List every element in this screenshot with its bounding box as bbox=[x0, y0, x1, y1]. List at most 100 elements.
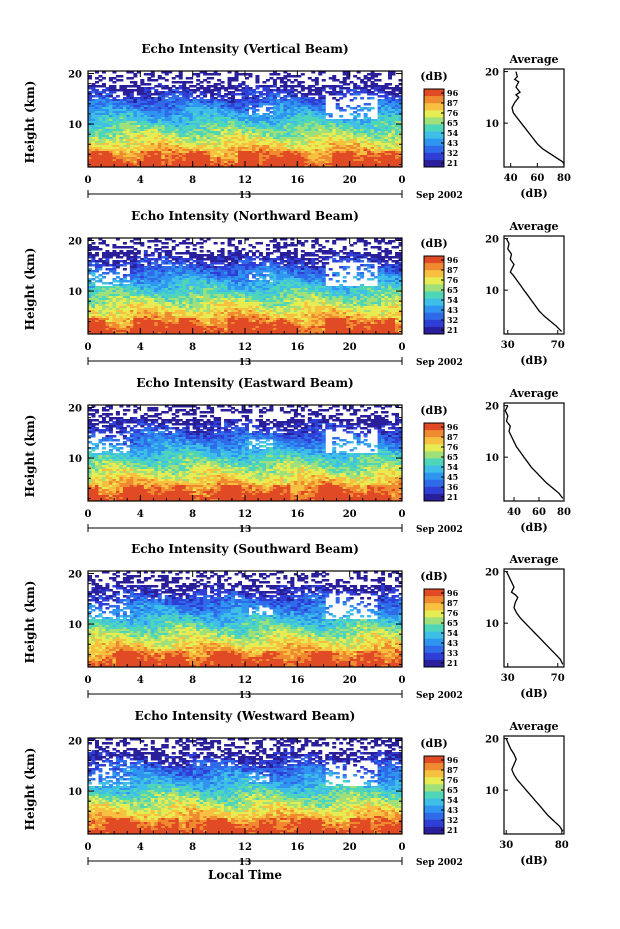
heatmap-cell bbox=[178, 103, 183, 106]
heatmap-cell bbox=[178, 129, 183, 132]
heatmap-cell bbox=[91, 91, 96, 94]
heatmap-cell bbox=[94, 71, 99, 74]
heatmap-cell bbox=[143, 133, 148, 136]
heatmap-cell bbox=[321, 115, 326, 118]
heatmap-cell bbox=[150, 71, 155, 74]
heatmap-cell bbox=[88, 284, 92, 287]
heatmap-cell bbox=[98, 103, 103, 106]
heatmap-cell bbox=[171, 125, 176, 128]
heatmap-cell bbox=[286, 109, 291, 112]
heatmap-cell bbox=[265, 274, 270, 277]
heatmap-cell bbox=[258, 280, 263, 283]
heatmap-cell bbox=[213, 101, 218, 104]
heatmap-cell bbox=[283, 85, 288, 88]
heatmap-cell bbox=[342, 123, 347, 126]
heatmap-cell bbox=[395, 109, 400, 112]
heatmap-cell bbox=[363, 248, 368, 251]
heatmap-cell bbox=[360, 276, 365, 279]
heatmap-cell bbox=[342, 252, 347, 255]
heatmap-cell bbox=[251, 252, 256, 255]
heatmap-cell bbox=[381, 125, 386, 128]
heatmap-cell bbox=[224, 123, 229, 126]
heatmap-cell bbox=[318, 115, 323, 118]
heatmap-cell bbox=[342, 153, 347, 156]
heatmap-cell bbox=[279, 145, 284, 148]
heatmap-cell bbox=[283, 115, 288, 118]
heatmap-cell bbox=[112, 264, 117, 267]
heatmap-cell bbox=[98, 159, 103, 162]
heatmap-cell bbox=[251, 161, 256, 164]
heatmap-cell bbox=[293, 250, 298, 253]
x-axis-title: Local Time bbox=[208, 868, 282, 882]
heatmap-cell bbox=[342, 248, 347, 251]
heatmap-cell bbox=[342, 143, 347, 146]
heatmap-cell bbox=[370, 107, 375, 110]
heatmap-cell bbox=[395, 127, 400, 130]
heatmap-cell bbox=[115, 95, 120, 98]
heatmap-cell bbox=[129, 139, 134, 142]
heatmap-cell bbox=[182, 97, 187, 100]
heatmap-cell bbox=[311, 153, 316, 156]
heatmap-cell bbox=[248, 165, 253, 167]
heatmap-cell bbox=[290, 151, 295, 154]
heatmap-cell bbox=[381, 131, 386, 134]
heatmap-cell bbox=[196, 260, 201, 263]
heatmap-cell bbox=[175, 105, 180, 108]
heatmap-cell bbox=[199, 127, 204, 130]
heatmap-cell bbox=[143, 282, 148, 285]
heatmap-cell bbox=[255, 77, 260, 80]
heatmap-cell bbox=[234, 125, 239, 128]
heatmap-cell bbox=[150, 282, 155, 285]
heatmap-cell bbox=[192, 274, 197, 277]
heatmap-cell bbox=[384, 121, 389, 124]
heatmap-cell bbox=[227, 111, 232, 114]
heatmap-cell bbox=[276, 121, 281, 124]
heatmap-cell bbox=[224, 115, 229, 118]
heatmap-cell bbox=[157, 83, 162, 86]
heatmap-cell bbox=[164, 246, 169, 249]
heatmap-cell bbox=[356, 109, 361, 112]
heatmap-cell bbox=[168, 268, 173, 271]
heatmap-cell bbox=[283, 99, 288, 102]
heatmap-cell bbox=[314, 268, 319, 271]
heatmap-cell bbox=[377, 165, 382, 167]
heatmap-cell bbox=[321, 129, 326, 132]
heatmap-cell bbox=[248, 145, 253, 148]
heatmap-cell bbox=[178, 87, 183, 90]
heatmap-cell bbox=[178, 272, 183, 275]
heatmap-cell bbox=[164, 119, 169, 122]
heatmap-cell bbox=[203, 103, 208, 106]
heatmap-cell bbox=[395, 153, 400, 156]
heatmap-cell bbox=[248, 137, 253, 140]
heatmap-cell bbox=[227, 139, 232, 142]
heatmap-cell bbox=[140, 258, 145, 261]
heatmap-cell bbox=[318, 143, 323, 146]
heatmap-cell bbox=[196, 143, 201, 146]
heatmap-cell bbox=[143, 149, 148, 152]
heatmap-cell bbox=[258, 101, 263, 104]
heatmap-cell bbox=[217, 143, 222, 146]
heatmap-cell bbox=[136, 264, 141, 267]
heatmap-cell bbox=[314, 101, 319, 104]
heatmap-cell bbox=[272, 131, 277, 134]
heatmap-cell bbox=[231, 260, 236, 263]
heatmap-cell bbox=[370, 97, 375, 100]
heatmap-cell bbox=[171, 153, 176, 156]
heatmap-cell bbox=[388, 117, 393, 120]
heatmap-cell bbox=[91, 87, 96, 90]
heatmap-cell bbox=[255, 147, 260, 150]
heatmap-cell bbox=[325, 131, 330, 134]
heatmap-cell bbox=[210, 73, 215, 76]
heatmap-cell bbox=[377, 73, 382, 76]
heatmap-cell bbox=[168, 165, 173, 167]
heatmap-cell bbox=[178, 153, 183, 156]
heatmap-cell bbox=[342, 151, 347, 154]
heatmap-cell bbox=[234, 135, 239, 138]
colorbar-segment bbox=[424, 145, 444, 154]
heatmap-cell bbox=[307, 161, 312, 164]
heatmap-cell bbox=[272, 143, 277, 146]
heatmap-cell bbox=[283, 111, 288, 114]
heatmap-cell bbox=[342, 131, 347, 134]
heatmap-cell bbox=[377, 117, 382, 120]
heatmap-cell bbox=[185, 107, 190, 110]
